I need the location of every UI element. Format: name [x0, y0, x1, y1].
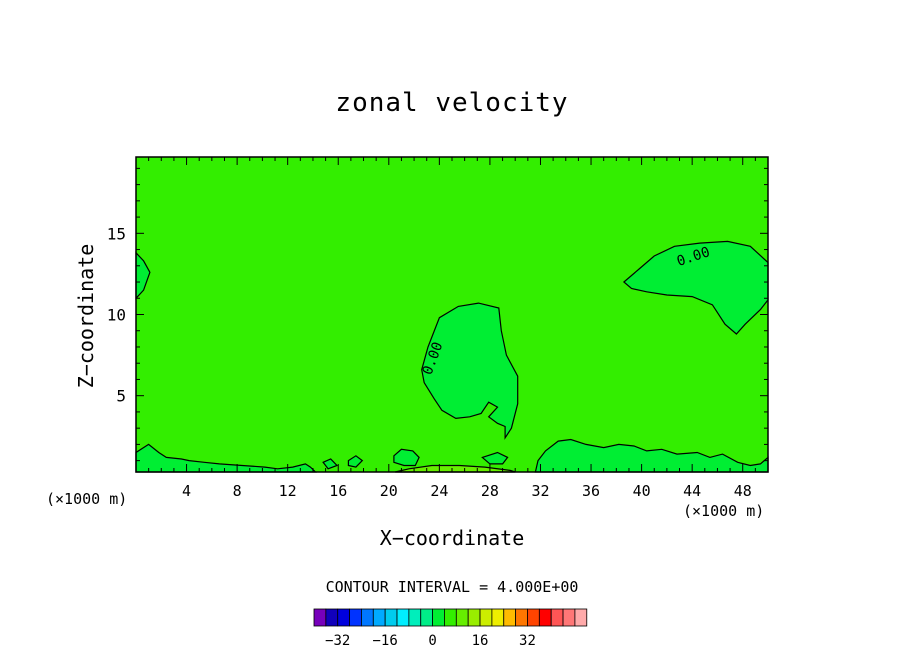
positive-region: [482, 452, 508, 464]
positive-region: [421, 303, 518, 438]
zero-contour-line: [622, 240, 769, 335]
y-tick-label: 10: [107, 306, 126, 325]
legend-color-swatch: [479, 608, 493, 627]
negative-region: [395, 465, 516, 472]
contour-fill-layer: [136, 157, 768, 472]
zero-contour-line: [322, 458, 339, 470]
legend-color-swatch: [313, 608, 327, 627]
x-tick-label: 32: [531, 482, 549, 500]
zero-contour-line: [481, 451, 509, 465]
y-tick-label: 5: [116, 387, 126, 406]
x-unit-label-left: (×1000 m): [46, 490, 128, 508]
legend-tick-label: 32: [519, 633, 536, 649]
zero-contour-line: [421, 302, 519, 440]
x-tick-label: 8: [233, 482, 242, 500]
chart-title: zonal velocity: [335, 88, 569, 118]
legend-color-swatch: [432, 608, 445, 627]
zero-contour-line: [347, 455, 364, 468]
x-tick-label: 16: [329, 482, 347, 500]
x-tick-label: 4: [182, 482, 191, 500]
legend-color-swatch: [372, 608, 386, 627]
y-axis-label: Z−coordinate: [74, 243, 98, 389]
legend-color-swatch: [444, 608, 457, 627]
legend-tick-label: −32: [325, 633, 350, 649]
legend-color-swatch: [384, 608, 398, 627]
x-tick-label: 40: [633, 482, 651, 500]
legend-color-swatch: [420, 608, 433, 627]
x-axis-label: X−coordinate: [379, 526, 525, 550]
x-tick-label: 20: [380, 482, 398, 500]
positive-region: [393, 449, 420, 466]
x-unit-label-right: (×1000 m): [683, 502, 765, 520]
x-tick-label: 12: [279, 482, 297, 500]
legend-tick-label: 0: [428, 633, 436, 649]
legend-color-swatch: [515, 608, 528, 627]
positive-region: [535, 439, 768, 472]
legend-color-swatch: [455, 608, 469, 627]
x-tick-label: 48: [734, 482, 752, 500]
color-legend: −32 −16 0 16 32: [313, 608, 588, 649]
legend-color-swatch: [562, 608, 576, 627]
x-tick-label: 28: [481, 482, 499, 500]
legend-color-swatch: [408, 608, 422, 627]
positive-region: [136, 444, 316, 472]
legend-color-swatch: [337, 608, 350, 627]
legend-color-swatch: [325, 608, 339, 627]
positive-region: [623, 241, 768, 334]
x-tick-label: 36: [582, 482, 600, 500]
legend-color-swatch: [349, 608, 362, 627]
legend-color-swatch: [574, 608, 588, 627]
zero-contour-line: [393, 448, 420, 467]
positive-region: [136, 252, 150, 299]
legend-tick-label: −16: [373, 633, 398, 649]
legend-color-swatch: [503, 608, 517, 627]
contour-interval-label: CONTOUR INTERVAL = 4.000E+00: [325, 578, 579, 596]
legend-color-swatch: [550, 608, 564, 627]
legend-color-swatch: [396, 608, 410, 627]
x-tick-label: 44: [683, 482, 701, 500]
zero-contour-line: [534, 438, 769, 473]
x-tick-label: 24: [430, 482, 448, 500]
y-tick-label: 15: [107, 224, 126, 243]
legend-color-swatch: [491, 608, 505, 627]
legend-color-swatch: [538, 608, 552, 627]
legend-color-swatch: [467, 608, 481, 627]
legend-tick-label: 16: [472, 633, 489, 649]
legend-color-swatch: [361, 608, 374, 627]
legend-color-swatch: [527, 608, 540, 627]
zero-contour-line: [135, 443, 317, 473]
